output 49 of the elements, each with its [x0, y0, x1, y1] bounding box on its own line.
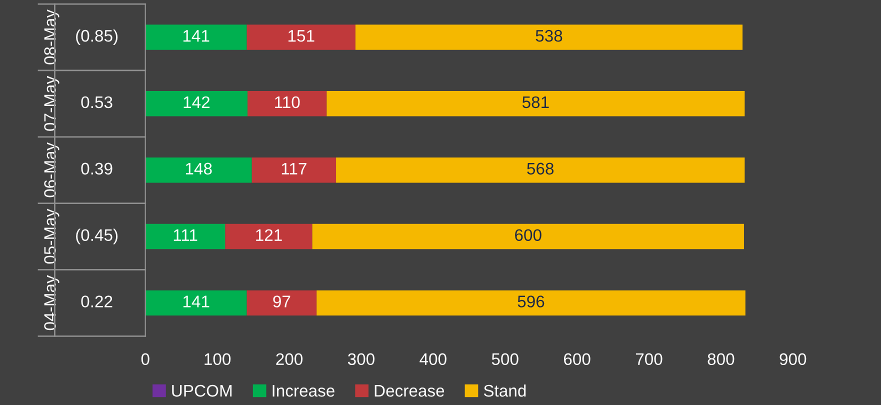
- bar: [355, 24, 743, 50]
- data-label: 538: [536, 30, 562, 42]
- x-tick-label: 900: [780, 353, 806, 366]
- text: 0.22: [81, 296, 112, 308]
- x-tick-label: 800: [708, 353, 734, 366]
- x-tick-label: 500: [492, 353, 518, 366]
- bar: [252, 157, 336, 183]
- data-label: 148: [186, 162, 212, 175]
- text: 0.39: [81, 162, 112, 175]
- data-label: 600: [515, 229, 542, 241]
- data-label: 110: [275, 96, 300, 108]
- data-label: 581: [522, 96, 549, 108]
- data-label: 111: [174, 229, 198, 241]
- bar: [225, 224, 312, 250]
- x-tick-label: 700: [636, 353, 662, 366]
- bar: [316, 290, 746, 316]
- bar: [246, 24, 356, 50]
- legend-label: UPCOM: [172, 384, 232, 397]
- bar: [145, 157, 252, 183]
- bar: [246, 290, 317, 316]
- text: (0.45): [76, 228, 118, 244]
- bar: [145, 224, 226, 250]
- bar: [145, 91, 248, 116]
- bar: [336, 157, 745, 183]
- bar: [312, 224, 744, 250]
- x-tick-label: 200: [276, 353, 303, 366]
- legend-label: Increase: [272, 385, 334, 397]
- data-label: 142: [184, 96, 210, 108]
- data-label: 141: [183, 296, 210, 308]
- x-tick-label: 400: [420, 353, 446, 366]
- x-tick-label: 100: [204, 353, 231, 366]
- x-tick-label: 0: [141, 353, 150, 366]
- x-tick-label: 300: [348, 353, 374, 366]
- x-tick-label: 600: [564, 353, 590, 366]
- data-label: 568: [527, 162, 554, 175]
- data-label: 97: [273, 296, 290, 308]
- data-label: 596: [518, 296, 544, 308]
- bar: [145, 290, 247, 316]
- data-label: 151: [288, 30, 314, 42]
- data-label: 121: [256, 229, 282, 241]
- data-label: 117: [282, 162, 306, 174]
- bar: [248, 91, 327, 116]
- data-label: 141: [183, 30, 210, 42]
- bar: [326, 91, 745, 116]
- text: 0.53: [81, 96, 112, 108]
- text: (0.85): [76, 29, 118, 46]
- bar: [145, 24, 247, 50]
- legend-label: Decrease: [374, 385, 444, 397]
- legend-label: Stand: [484, 384, 526, 397]
